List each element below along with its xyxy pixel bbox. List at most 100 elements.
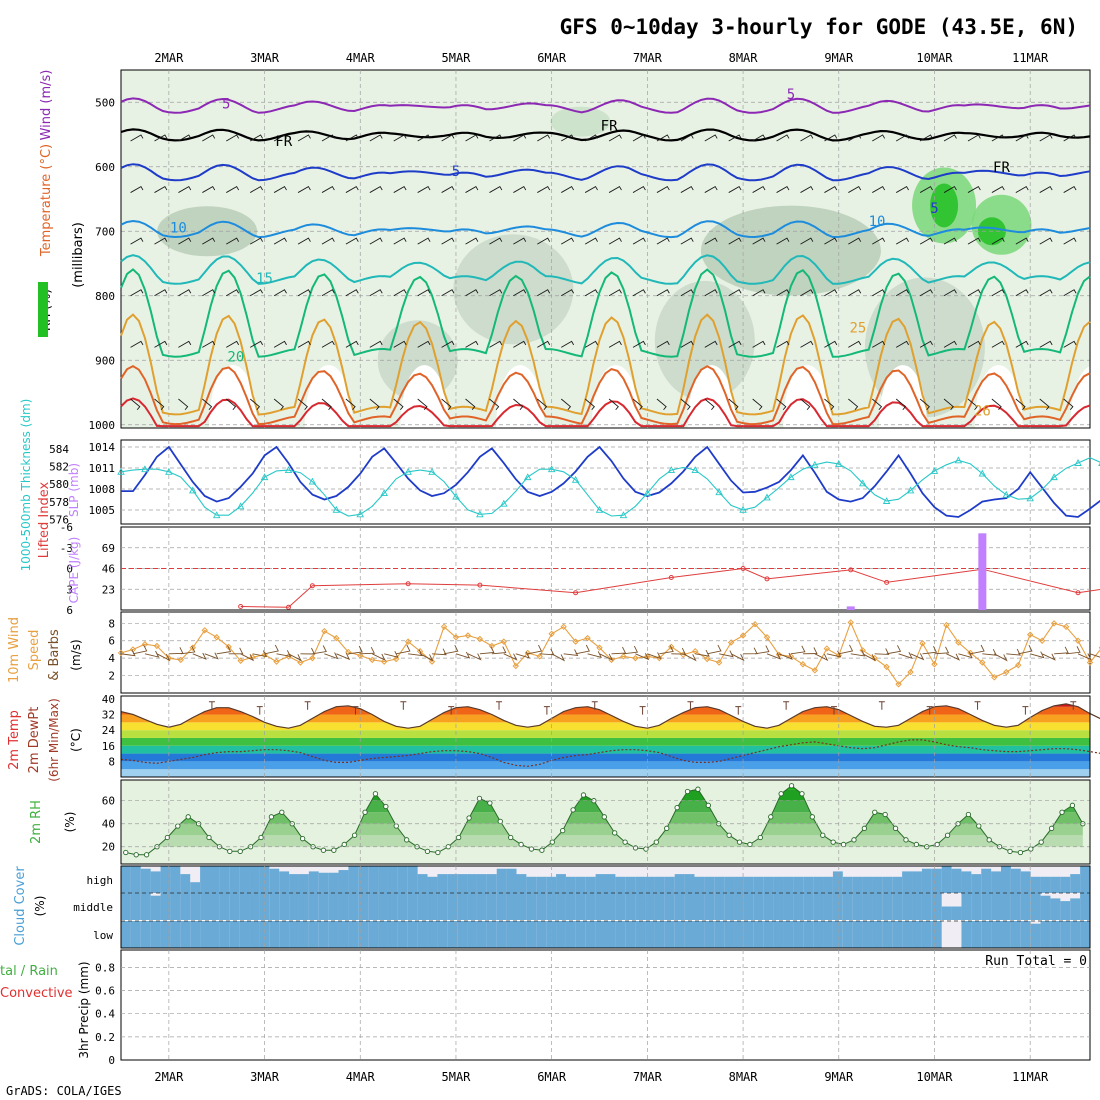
ylabel-slp: SLP (mb): [67, 463, 81, 517]
wind-speed-point: [919, 640, 926, 647]
temp-minmax-marker: [974, 701, 981, 710]
cloud-cell-cover: [308, 871, 320, 893]
cloud-cell-cover: [1060, 876, 1071, 893]
cloud-cell-cover: [872, 921, 883, 948]
wind-speed-point: [1086, 659, 1094, 666]
cloud-cell-cover: [387, 866, 399, 893]
rh-contour-patch: [654, 280, 755, 401]
wind-barb: [608, 185, 622, 193]
wind-barb: [154, 340, 168, 348]
cloud-cell-cover: [1060, 921, 1071, 948]
cloud-cell-cover: [912, 893, 923, 920]
wind-barb: [680, 289, 694, 297]
wind-barb: [417, 185, 431, 193]
wind-speed-point: [823, 645, 831, 652]
surface-wind-barb: [120, 649, 136, 657]
cloud-cell-cover: [387, 921, 399, 948]
temp-band: [121, 761, 1090, 770]
wind-barb: [202, 134, 216, 142]
wind-barb: [776, 340, 790, 348]
wind-speed-point: [309, 654, 316, 662]
rh-point: [279, 809, 285, 815]
cloud-cell-cover: [832, 921, 844, 948]
wind-barb: [225, 398, 237, 411]
rh-point: [612, 830, 618, 836]
surface-wind-barb: [240, 653, 255, 662]
surface-wind-barb: [156, 653, 171, 662]
isotherm-20: [120, 268, 1091, 358]
cloud-cell-cover: [684, 874, 695, 893]
cloud-cell-cover: [417, 874, 428, 893]
wind-barb: [943, 340, 957, 348]
surface-wind-barb: [144, 650, 160, 658]
thickness-point: [356, 510, 365, 518]
wind-barb: [130, 185, 144, 193]
temp-band: [121, 722, 1090, 731]
cloud-cell-cover: [496, 868, 508, 893]
cloud-cell-cover: [546, 921, 557, 948]
cloud-cell-cover: [417, 921, 428, 948]
date-label-top: 5MAR: [442, 51, 472, 65]
ylabel-barbs: & Barbs: [47, 629, 62, 681]
wind-barb: [608, 398, 619, 411]
lifted-index-point: [285, 604, 291, 610]
cloud-cell-cover: [338, 921, 349, 948]
rh-panel-frame: [120, 779, 1091, 865]
contour-label: 5: [452, 164, 460, 180]
contour-label: 15: [256, 271, 273, 287]
cloud-cell-cover: [862, 921, 873, 948]
cloud-cell-cover: [862, 893, 873, 920]
wind-barb: [1039, 134, 1053, 142]
wind-barb: [417, 398, 428, 411]
thickness-point: [1026, 494, 1034, 502]
cloud-cell-cover: [961, 893, 972, 920]
cloud-cell-cover: [526, 876, 537, 893]
boundary-layer-arch: [783, 365, 832, 428]
rh-point: [934, 841, 940, 848]
ylabel-speed: Speed: [27, 630, 42, 671]
rh-point: [580, 792, 587, 798]
wind-barb: [369, 134, 383, 142]
ylabel-total-rain: tal / Rain: [0, 964, 58, 979]
wind-speed-point: [201, 627, 208, 634]
wind-barb: [130, 398, 141, 411]
rh-point: [976, 823, 982, 829]
wind-barb: [704, 237, 718, 245]
cloud-cell-cover: [813, 876, 824, 893]
cloud-cell-cover: [239, 921, 250, 948]
date-label-bottom: 4MAR: [346, 1070, 376, 1084]
wind-barb: [489, 340, 503, 348]
wind-barb: [967, 289, 981, 297]
wind-barb: [991, 237, 1005, 245]
rh-point: [320, 847, 327, 853]
cloud-cell-cover: [506, 893, 517, 920]
wind-barb: [656, 398, 667, 411]
cloud-level-label: low: [93, 929, 113, 942]
slp-tick: 1005: [89, 504, 116, 517]
ylabel-precip: 3hr Precip (mm): [77, 961, 91, 1058]
wind-barb: [1015, 340, 1029, 348]
wind-speed-point: [177, 656, 185, 664]
li-tick: 6: [66, 604, 73, 617]
wind-barb: [417, 340, 431, 348]
cloud-cell-cover: [536, 921, 547, 948]
wind-barb: [1063, 185, 1077, 193]
cloud-cell-cover: [1040, 895, 1051, 920]
wind-speed-point: [237, 657, 244, 664]
temp-band: [121, 714, 1090, 723]
cloud-cell-cover: [565, 921, 577, 948]
rh-band: [125, 835, 1083, 847]
thickness-point: [189, 486, 197, 494]
wind-barb: [848, 398, 859, 411]
cloud-cell-cover: [724, 876, 735, 893]
surface-wind-barb: [312, 645, 327, 655]
wind-barb: [872, 134, 886, 142]
boundary-layer-arch: [400, 365, 449, 428]
wind-barb: [441, 237, 455, 245]
cloud-cell-cover: [219, 921, 231, 948]
surface-wind-barb: [730, 653, 745, 662]
wind-speed-point: [285, 653, 292, 660]
wind-speed-point: [907, 668, 914, 676]
cloud-cell-cover: [180, 893, 191, 920]
cloud-cell-cover: [1080, 893, 1091, 920]
